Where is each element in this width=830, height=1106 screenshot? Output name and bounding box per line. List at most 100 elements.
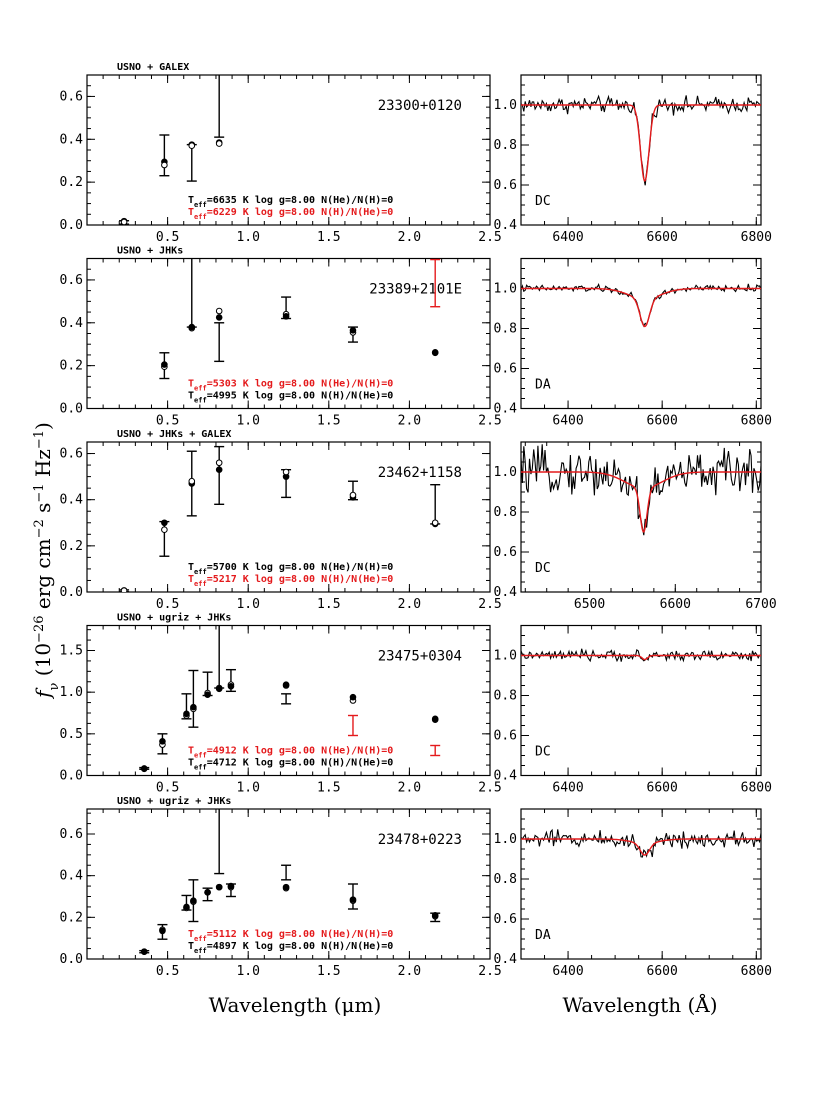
- spectral-class: DC: [535, 745, 551, 760]
- y-axis-label: fν (10−26 erg cm−2 s−1 Hz−1): [31, 422, 62, 700]
- x-tick-label: 6400: [552, 414, 583, 429]
- spectrum-data: [521, 828, 761, 858]
- y-tick-label: 1.0: [494, 465, 517, 480]
- y-tick-label: 0.0: [60, 218, 83, 233]
- x-tick-label: 2.5: [478, 597, 501, 612]
- x-tick-label: 1.0: [236, 414, 259, 429]
- spectrum-data: [521, 648, 761, 663]
- sed-frame: [86, 808, 491, 960]
- x-tick-label: 6800: [741, 414, 772, 429]
- model-point-open: [120, 587, 128, 592]
- y-tick-label: 0.6: [60, 273, 83, 288]
- x-axis-label-spectrum: Wavelength (Å): [562, 992, 717, 1017]
- x-tick-label: 0.5: [156, 597, 179, 612]
- sed-frame: [86, 441, 491, 593]
- model-point-open: [161, 526, 168, 533]
- x-tick-label: 2.5: [478, 964, 501, 979]
- sed-data: [119, 445, 441, 592]
- x-tick-label: 6400: [552, 781, 583, 796]
- model-point-filled: [215, 685, 223, 693]
- y-tick-label: 0.4: [494, 585, 518, 600]
- model-point-filled: [190, 703, 197, 711]
- model-point-filled: [215, 883, 223, 891]
- y-tick-label: 0.0: [60, 769, 83, 784]
- x-tick-label: 6800: [741, 230, 772, 245]
- panel-row: 0.5 1.0 1.5 2.0 2.5 0.0 0.5 1.0 1.5 USNO + ugriz …: [60, 612, 772, 796]
- survey-label: USNO + JHKs + GALEX: [117, 429, 231, 440]
- fit-parameters: Teff=6229 K log g=8.00 N(H)/N(He)=0: [188, 207, 393, 221]
- y-tick-label: 0.2: [60, 175, 83, 190]
- x-tick-label: 6600: [647, 414, 678, 429]
- y-tick-label: 0.6: [494, 362, 517, 377]
- fit-parameters: Teff=5303 K log g=8.00 N(He)/N(H)=0: [188, 379, 393, 393]
- y-tick-label: 0.5: [60, 727, 83, 742]
- y-tick-label: 0.8: [494, 138, 517, 153]
- model-point-open: [188, 142, 196, 150]
- y-tick-label: 1.0: [494, 282, 517, 297]
- model-point-filled: [349, 693, 357, 701]
- object-name: 23462+1158: [378, 465, 462, 481]
- x-tick-label: 1.5: [317, 230, 340, 245]
- model-point-filled: [183, 903, 190, 911]
- y-tick-label: 0.4: [494, 218, 518, 233]
- spectral-class: DA: [535, 378, 551, 393]
- fit-parameters: Teff=4912 K log g=8.00 N(He)/N(H)=0: [188, 746, 393, 760]
- object-name: 23300+0120: [378, 98, 462, 114]
- model-spectrum: [521, 104, 761, 182]
- y-tick-label: 0.4: [60, 316, 84, 331]
- x-tick-label: 2.5: [478, 414, 501, 429]
- y-tick-label: 0.4: [60, 132, 84, 147]
- survey-label: USNO + GALEX: [117, 62, 189, 73]
- model-point-filled: [204, 889, 211, 896]
- object-name: 23475+0304: [378, 649, 462, 665]
- fit-parameters: Teff=5217 K log g=8.00 N(H)/N(He)=0: [188, 574, 393, 588]
- y-tick-label: 0.6: [494, 545, 517, 560]
- model-point-open: [215, 459, 223, 467]
- y-tick-label: 0.2: [60, 539, 83, 554]
- x-tick-label: 6700: [745, 597, 776, 612]
- panel-row: 0.5 1.0 1.5 2.0 2.5 0.0 0.2 0.4 0.6 USNO + JHKs 23…: [60, 246, 772, 429]
- fit-parameters: Teff=5700 K log g=8.00 N(He)/N(H)=0: [188, 562, 393, 576]
- model-point-filled: [159, 927, 166, 935]
- x-tick-label: 2.0: [398, 230, 421, 245]
- x-tick-label: 1.5: [317, 597, 340, 612]
- sed-data: [139, 625, 441, 773]
- x-tick-label: 2.5: [478, 781, 501, 796]
- sed-data: [119, 75, 225, 225]
- sed-data: [159, 258, 441, 380]
- model-point-filled: [282, 681, 290, 688]
- y-tick-label: 0.0: [60, 585, 83, 600]
- model-point-open: [215, 140, 223, 147]
- x-tick-label: 1.0: [236, 964, 259, 979]
- x-tick-label: 1.5: [317, 781, 340, 796]
- x-tick-label: 6400: [552, 964, 583, 979]
- y-tick-label: 1.0: [494, 649, 517, 664]
- y-tick-label: 0.2: [60, 910, 83, 925]
- model-point-filled: [190, 897, 197, 904]
- observed-spectrum: [521, 94, 761, 186]
- y-tick-label: 0.4: [494, 769, 518, 784]
- model-point-filled: [431, 911, 439, 919]
- model-spectrum: [521, 287, 761, 328]
- y-tick-label: 1.0: [60, 685, 83, 700]
- model-point-open: [161, 161, 168, 169]
- spectral-class: DC: [535, 194, 551, 209]
- y-tick-label: 0.4: [494, 952, 518, 967]
- spectrum-frame: [520, 74, 762, 226]
- model-point-filled: [183, 710, 190, 718]
- x-tick-label: 0.5: [156, 414, 179, 429]
- survey-label: USNO + JHKs: [117, 246, 183, 257]
- x-tick-label: 6800: [741, 781, 772, 796]
- y-tick-label: 0.4: [60, 493, 84, 508]
- x-tick-label: 6600: [660, 597, 691, 612]
- x-tick-label: 6800: [741, 964, 772, 979]
- survey-label: USNO + ugriz + JHKs: [117, 612, 231, 624]
- observed-spectrum: [521, 828, 761, 858]
- spectrum-frame: [520, 808, 762, 960]
- y-tick-label: 1.0: [494, 98, 517, 113]
- x-tick-label: 6600: [647, 964, 678, 979]
- y-tick-label: 0.4: [60, 869, 84, 884]
- y-tick-label: 0.4: [494, 402, 518, 417]
- model-point-filled: [431, 715, 439, 723]
